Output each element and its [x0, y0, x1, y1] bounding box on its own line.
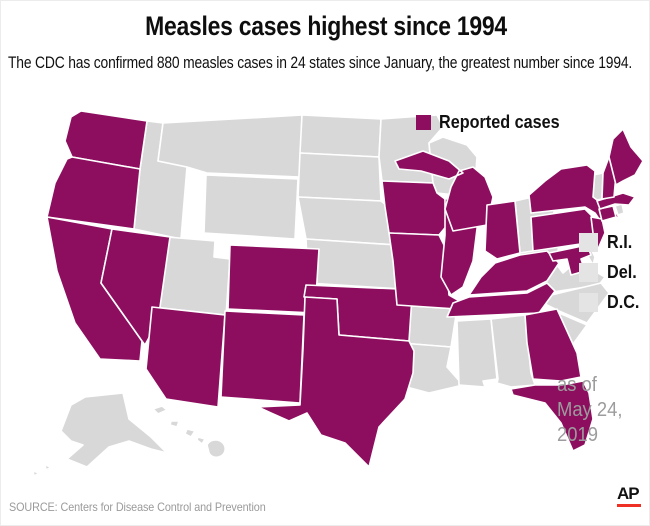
state-az: Arizona	[145, 306, 226, 408]
state-ms: Mississippi	[456, 318, 498, 388]
state-ny: New York	[528, 164, 620, 220]
small-state-swatch-dc	[579, 293, 598, 312]
small-state-label-ri: R.I.	[607, 232, 633, 252]
ap-logo-bar	[617, 504, 641, 507]
us-map: IdahoMontanaWyomingUtahNorth DakotaSouth…	[32, 110, 644, 477]
state-ky: Kentucky	[468, 250, 560, 296]
legend-swatch-reported	[416, 115, 431, 130]
state-ma: Massachusetts	[596, 192, 636, 210]
state-wy: Wyoming	[203, 174, 299, 240]
state-mi: Michigan	[394, 150, 494, 232]
source-line: SOURCE: Centers for Disease Control and …	[9, 500, 266, 514]
graphic-subtitle: The CDC has confirmed 880 measles cases …	[8, 54, 633, 72]
state-nd: North Dakota	[299, 114, 382, 158]
ap-logo: AP	[617, 485, 643, 507]
state-tn: Tennessee	[446, 282, 556, 318]
small-state-swatch-ri	[579, 233, 598, 252]
small-state-label-del: Del.	[607, 262, 637, 282]
state-ga: Georgia	[524, 308, 582, 382]
state-me: Maine	[608, 128, 644, 186]
state-ne: Nebraska	[297, 196, 398, 246]
ap-logo-text: AP	[617, 484, 640, 503]
small-state-row-dc: D.C.	[579, 292, 643, 313]
legend: Reported cases	[416, 112, 573, 133]
small-state-label-dc: D.C.	[607, 292, 640, 312]
small-state-swatch-del	[579, 263, 598, 282]
small-state-row-del: Del.	[579, 262, 640, 283]
date-note-line2: May 24,	[557, 399, 623, 421]
date-note: as of May 24, 2019	[557, 373, 622, 448]
state-in: Indiana	[484, 200, 521, 260]
state-ks: Kansas	[305, 238, 402, 290]
state-nm: New Mexico	[220, 310, 305, 404]
state-fl: Florida	[510, 380, 594, 452]
date-note-line3: 2019	[557, 424, 598, 446]
date-note-line1: as of	[557, 374, 597, 396]
state-ak: Alaska	[32, 392, 168, 477]
state-tx: Texas	[257, 296, 415, 468]
state-sd: South Dakota	[297, 152, 382, 202]
legend-label: Reported cases	[439, 112, 560, 132]
graphic-title: Measles cases highest since 1994	[145, 11, 507, 41]
small-state-row-ri: R.I.	[579, 232, 635, 253]
state-hi: Hawaii	[152, 405, 226, 459]
state-or: Oregon	[46, 156, 141, 230]
